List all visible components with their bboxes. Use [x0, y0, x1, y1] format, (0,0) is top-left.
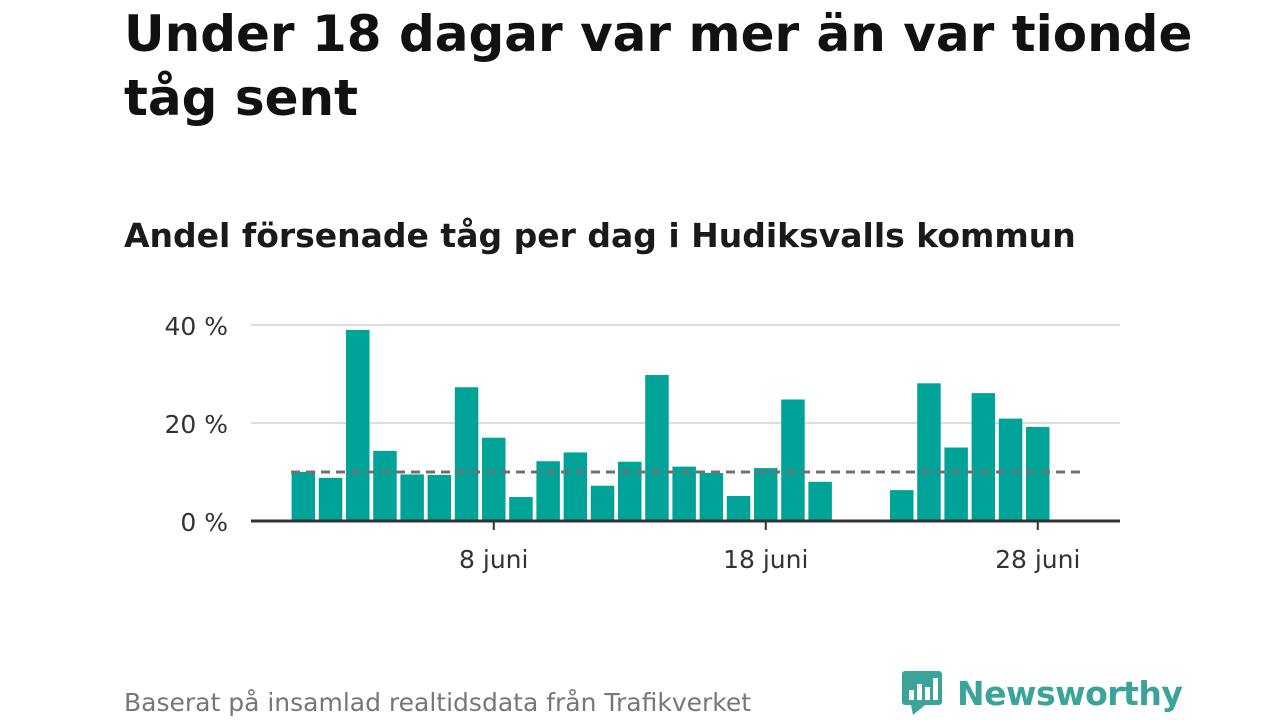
chart-subtitle: Andel försenade tåg per dag i Hudiksvall… — [124, 216, 1076, 255]
newsworthy-logo-icon — [902, 671, 942, 715]
bar — [536, 461, 560, 521]
y-tick-label: 0 % — [180, 508, 228, 537]
y-tick-label: 20 % — [164, 410, 228, 439]
x-tick-label: 28 juni — [995, 545, 1080, 574]
bar — [645, 374, 669, 521]
source-note: Baserat på insamlad realtidsdata från Tr… — [124, 688, 752, 717]
y-axis-ticks: 0 % 20 % 40 % — [164, 312, 228, 537]
bar — [998, 418, 1023, 521]
bar — [373, 450, 397, 521]
brand-logo: Newsworthy — [901, 668, 1183, 718]
y-tick-label: 40 % — [164, 312, 228, 341]
x-axis: 8 juni 18 juni 28 juni — [251, 519, 1120, 574]
bar — [346, 329, 370, 521]
bars — [291, 329, 1050, 521]
bar — [808, 481, 832, 521]
bar — [672, 466, 696, 521]
bar — [944, 447, 968, 521]
bar — [1026, 426, 1050, 521]
brand-name: Newsworthy — [957, 673, 1183, 713]
bar — [400, 474, 424, 521]
bar — [726, 496, 751, 521]
bar — [318, 477, 343, 521]
bar-chart: 0 % 20 % 40 % 8 juni 18 juni 28 juni — [164, 312, 1120, 574]
bar — [781, 399, 805, 521]
x-tick-label: 18 juni — [723, 545, 808, 574]
bar — [699, 472, 724, 521]
bar — [291, 472, 316, 521]
bar — [971, 393, 996, 521]
chart-title: Under 18 dagar var mer än var tionde tåg… — [124, 5, 1193, 127]
bar — [509, 496, 533, 521]
bar — [427, 474, 452, 521]
bar — [917, 383, 941, 521]
bar — [754, 468, 778, 521]
bar — [890, 490, 914, 521]
x-tick-label: 8 juni — [459, 545, 528, 574]
bar — [590, 485, 615, 521]
bar — [618, 461, 642, 521]
bar — [563, 452, 588, 521]
bar — [454, 387, 479, 521]
bar — [482, 437, 506, 521]
